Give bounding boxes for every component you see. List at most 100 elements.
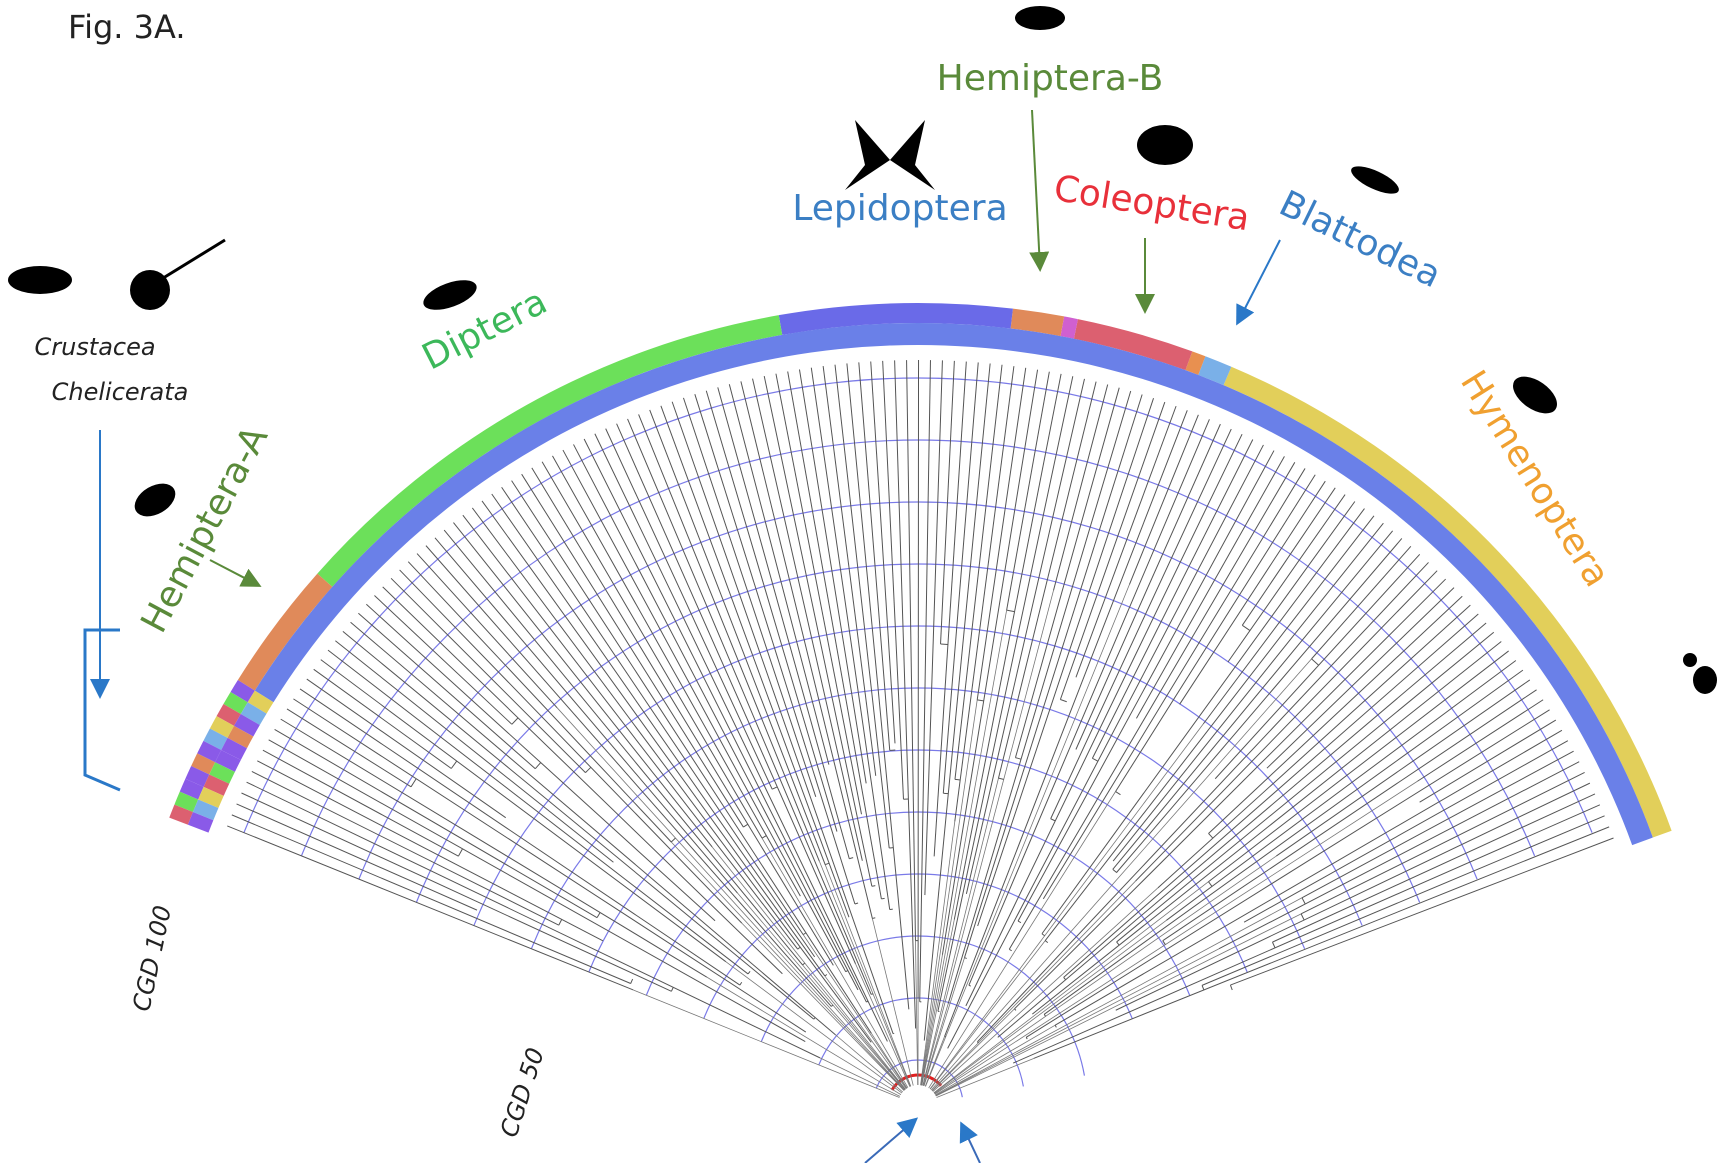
branch — [281, 719, 707, 977]
branch — [1116, 783, 1590, 1010]
branch — [1417, 700, 1543, 781]
figure-title: Fig. 3A. — [68, 8, 185, 46]
branch — [1116, 792, 1121, 795]
clade-label: Coleoptera — [1051, 168, 1252, 239]
branch — [1060, 699, 1066, 701]
branch — [628, 419, 872, 995]
branch — [1045, 941, 1048, 943]
branch — [314, 669, 452, 768]
branch — [726, 962, 902, 1093]
branch — [1064, 614, 1479, 977]
branch — [924, 364, 990, 1041]
branch — [1092, 758, 1097, 761]
branch — [935, 781, 1418, 1094]
branch — [522, 474, 744, 827]
branch — [942, 370, 1037, 955]
branch — [1009, 949, 1011, 950]
branch — [563, 450, 846, 972]
branch — [814, 1018, 815, 1020]
branch — [803, 933, 806, 935]
branch — [1420, 720, 1556, 802]
branch — [948, 445, 1264, 1048]
branch — [866, 1001, 868, 1002]
branch — [872, 886, 875, 887]
branch — [671, 838, 675, 842]
branch — [1018, 921, 1021, 923]
branch — [1244, 741, 1568, 923]
branch — [966, 379, 1084, 894]
scale-label: CGD 50 — [495, 1044, 550, 1140]
branch — [1180, 481, 1326, 704]
branch — [300, 689, 740, 985]
branch — [825, 863, 829, 864]
clade-label: Hemiptera-A — [133, 419, 276, 639]
branch — [969, 419, 1210, 985]
branch — [1009, 462, 1295, 949]
branch — [799, 369, 866, 783]
clade-ring — [169, 303, 1671, 845]
branch — [907, 360, 916, 941]
branch — [1076, 424, 1220, 749]
branch — [937, 1058, 1034, 1097]
branch — [1203, 509, 1364, 724]
branch — [1242, 625, 1249, 630]
branch — [998, 382, 1096, 779]
branch — [559, 920, 562, 926]
branch — [1018, 451, 1274, 922]
branch — [1013, 805, 1600, 1063]
branch — [383, 587, 783, 974]
clade-label: Chelicerata — [52, 378, 189, 406]
branch — [1302, 898, 1305, 904]
branch — [472, 508, 871, 1042]
branch — [932, 881, 1136, 1091]
scale-label: CGD 100 — [127, 903, 177, 1014]
branch — [936, 949, 1219, 1096]
branch — [855, 903, 858, 904]
branch — [1014, 1009, 1015, 1011]
branch — [936, 914, 1301, 1096]
branch — [831, 1005, 833, 1006]
branch — [978, 398, 1154, 926]
branch — [335, 641, 613, 863]
branch — [740, 982, 742, 985]
branch — [895, 360, 916, 1028]
branch — [969, 985, 971, 986]
branch — [1301, 772, 1585, 913]
branch — [1007, 372, 1050, 610]
branch — [535, 763, 540, 769]
silhouettes — [8, 6, 1717, 694]
branch — [788, 371, 882, 898]
branch — [977, 1042, 978, 1043]
branch — [639, 414, 820, 861]
branch — [825, 974, 827, 975]
branch — [849, 858, 853, 859]
branch — [998, 623, 1486, 1037]
branch — [1301, 914, 1304, 920]
branch — [803, 963, 805, 965]
branch — [1208, 882, 1211, 887]
branch — [1064, 977, 1066, 979]
branch — [1113, 869, 1117, 872]
branch — [585, 767, 590, 772]
branch — [1312, 659, 1319, 665]
branch — [247, 782, 820, 1058]
branch — [930, 941, 1045, 1090]
branch — [931, 659, 1311, 1090]
clade-label: Hemiptera-B — [937, 58, 1164, 99]
figure: Fig. 3A. Hemiptera-B Lepidoptera Coleopt… — [0, 0, 1732, 1163]
branch — [1202, 816, 1605, 986]
branch — [1026, 1037, 1027, 1039]
branch — [772, 787, 777, 789]
branch — [955, 779, 960, 780]
branch — [846, 971, 848, 972]
branch — [1272, 942, 1275, 948]
branch — [400, 570, 742, 923]
branch — [743, 824, 747, 827]
branch — [307, 679, 506, 818]
branch — [695, 394, 855, 904]
branch — [998, 778, 1003, 779]
branch — [933, 888, 1158, 1092]
branch — [1055, 1025, 1056, 1027]
branch — [762, 836, 766, 838]
branch — [1051, 819, 1055, 821]
